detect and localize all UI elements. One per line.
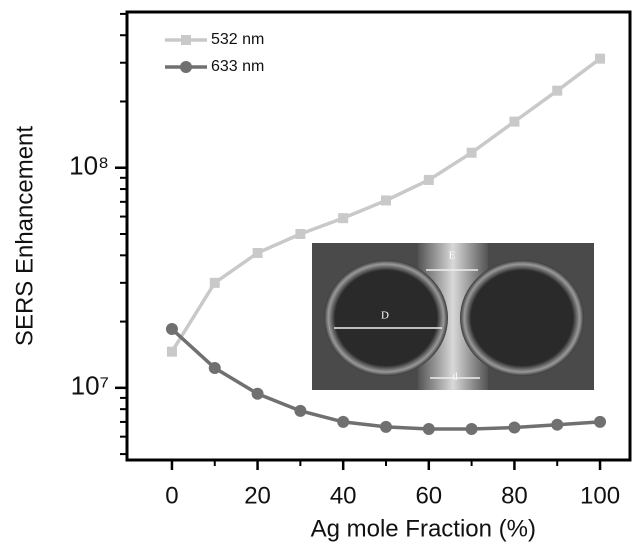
data-point: [337, 415, 350, 428]
data-point: [466, 147, 477, 158]
data-point: [552, 85, 563, 96]
data-point: [422, 423, 435, 436]
legend-marker: [180, 61, 192, 73]
inset-image: E D d: [312, 243, 594, 390]
y-axis-label: SERS Enhancement: [11, 126, 38, 346]
data-point: [165, 323, 178, 336]
inset-label: D: [381, 310, 389, 322]
x-tick-label: 0: [165, 482, 178, 509]
data-point: [465, 423, 478, 436]
y-tick-label: 10⁸: [69, 151, 109, 181]
data-point: [252, 247, 263, 258]
data-point: [166, 346, 177, 357]
inset-label: d: [453, 371, 458, 382]
data-point: [251, 387, 264, 400]
data-point: [380, 195, 391, 206]
data-point: [594, 415, 607, 428]
data-point: [209, 277, 220, 288]
data-point: [208, 362, 221, 375]
data-point: [595, 53, 606, 64]
data-point: [509, 116, 520, 127]
data-point: [508, 421, 521, 434]
data-point: [379, 420, 392, 433]
x-tick-label: 80: [501, 482, 528, 509]
legend-label: 532 nm: [211, 31, 264, 48]
data-point: [423, 174, 434, 185]
x-axis-label: Ag mole Fraction (%): [311, 515, 536, 542]
x-tick-label: 100: [580, 482, 620, 509]
inset-label: E: [449, 250, 456, 262]
x-tick-label: 20: [244, 482, 271, 509]
data-point: [294, 404, 307, 417]
data-point: [338, 213, 349, 224]
data-point: [295, 228, 306, 239]
legend-marker: [181, 35, 191, 45]
x-tick-label: 60: [415, 482, 442, 509]
x-tick-label: 40: [330, 482, 357, 509]
y-tick-label: 10⁷: [71, 371, 109, 401]
legend-label: 633 nm: [211, 58, 264, 75]
plot-frame: [125, 10, 632, 462]
data-point: [551, 418, 564, 431]
